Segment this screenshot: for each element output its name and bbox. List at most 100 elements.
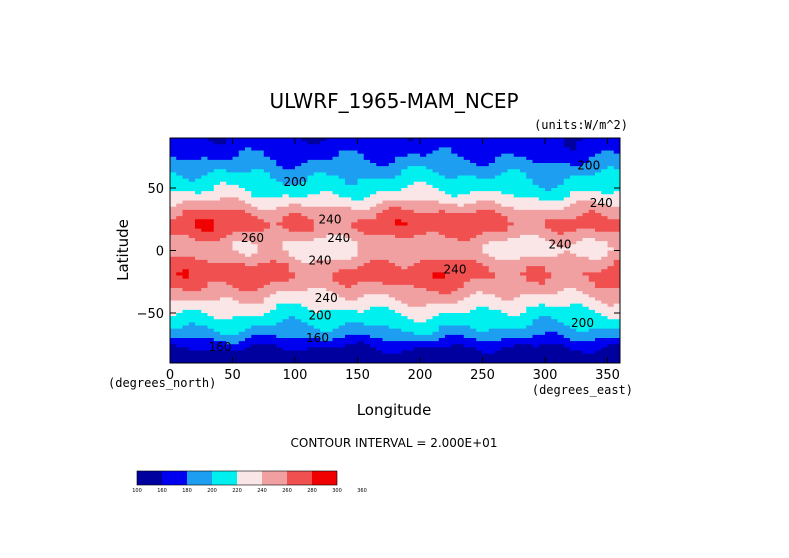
contour-cell (251, 334, 258, 339)
contour-cell (382, 209, 390, 214)
contour-cell (188, 297, 196, 301)
contour-cell (526, 172, 533, 176)
contour-cell (288, 269, 296, 273)
contour-cell (295, 181, 302, 186)
contour-cell (488, 153, 496, 158)
contour-cell (188, 353, 196, 358)
contour-cell (257, 206, 265, 211)
contour-cell (232, 147, 240, 151)
contour-cell (563, 256, 571, 261)
contour-cell (326, 178, 333, 183)
contour-cell (301, 228, 308, 233)
contour-cell (451, 266, 458, 270)
contour-cell (182, 316, 190, 320)
contour-cell (401, 203, 408, 208)
contour-cell (232, 222, 240, 226)
contour-cell (232, 169, 240, 173)
contour-cell (370, 166, 377, 170)
contour-cell (182, 178, 190, 183)
contour-cell (551, 319, 558, 323)
contour-cell (438, 238, 446, 242)
contour-cell (576, 269, 583, 273)
contour-cell (332, 263, 340, 267)
contour-cell (401, 247, 408, 251)
contour-cell (338, 156, 346, 161)
contour-cell (345, 184, 352, 189)
chart-title: ULWRF_1965-MAM_NCEP (269, 89, 518, 113)
contour-cell (563, 297, 571, 301)
contour-cell (270, 138, 277, 142)
contour-cell (482, 219, 490, 223)
contour-cell (251, 297, 258, 301)
contour-cell (532, 153, 540, 158)
contour-cell (557, 247, 565, 251)
contour-cell (601, 300, 608, 305)
contour-cell (188, 238, 196, 242)
contour-cell (613, 319, 620, 323)
contour-cell (307, 316, 315, 320)
contour-cell (495, 250, 502, 255)
contour-cell (257, 169, 265, 173)
contour-cell (351, 228, 358, 233)
contour-cell (170, 191, 177, 195)
contour-cell (426, 272, 433, 276)
contour-cell (338, 328, 346, 333)
contour-cell (570, 306, 577, 311)
contour-cell (395, 209, 402, 214)
contour-cell (413, 281, 421, 286)
contour-cell (213, 147, 221, 151)
contour-cell (170, 322, 177, 326)
contour-cell (301, 203, 308, 208)
contour-cell (513, 219, 521, 223)
contour-cell (188, 144, 196, 148)
contour-cell (345, 203, 352, 208)
contour-cell (282, 206, 290, 211)
contour-cell (463, 200, 471, 205)
contour-cell (482, 275, 490, 280)
contour-cell (232, 272, 240, 276)
contour-cell (457, 259, 465, 264)
contour-cell (470, 272, 477, 276)
contour-cell (257, 303, 265, 308)
contour-cell (438, 297, 446, 301)
contour-cell (432, 269, 440, 273)
contour-cell (613, 166, 620, 170)
contour-cell (407, 172, 415, 176)
contour-cell (232, 159, 240, 164)
contour-cell (545, 288, 552, 292)
contour-cell (532, 313, 540, 317)
contour-cell (413, 269, 421, 273)
contour-cell (407, 297, 415, 301)
contour-cell (270, 141, 277, 145)
contour-cell (245, 228, 252, 233)
contour-cell (263, 334, 271, 339)
contour-cell (182, 294, 190, 298)
contour-cell (226, 269, 233, 273)
contour-cell (345, 288, 352, 292)
contour-cell (307, 188, 315, 192)
contour-cell (501, 141, 508, 145)
contour-cell (520, 319, 527, 323)
contour-cell (557, 153, 565, 158)
contour-cell (357, 303, 365, 308)
contour-cell (607, 206, 615, 211)
contour-cell (376, 156, 383, 161)
contour-cell (245, 222, 252, 226)
contour-cell (445, 163, 452, 167)
contour-cell (270, 147, 277, 151)
contour-cell (276, 338, 283, 342)
contour-cell (207, 206, 215, 211)
contour-cell (432, 163, 440, 167)
contour-cell (263, 188, 271, 192)
contour-cell (345, 166, 352, 170)
contour-cell (182, 166, 190, 170)
contour-cell (507, 269, 515, 273)
contour-cell (357, 250, 365, 255)
contour-cell (613, 313, 620, 317)
contour-cell (413, 344, 421, 348)
contour-cell (382, 291, 390, 295)
contour-cell (482, 303, 490, 308)
contour-cell (520, 331, 527, 336)
contour-cell (538, 178, 546, 183)
contour-cell (520, 350, 527, 355)
